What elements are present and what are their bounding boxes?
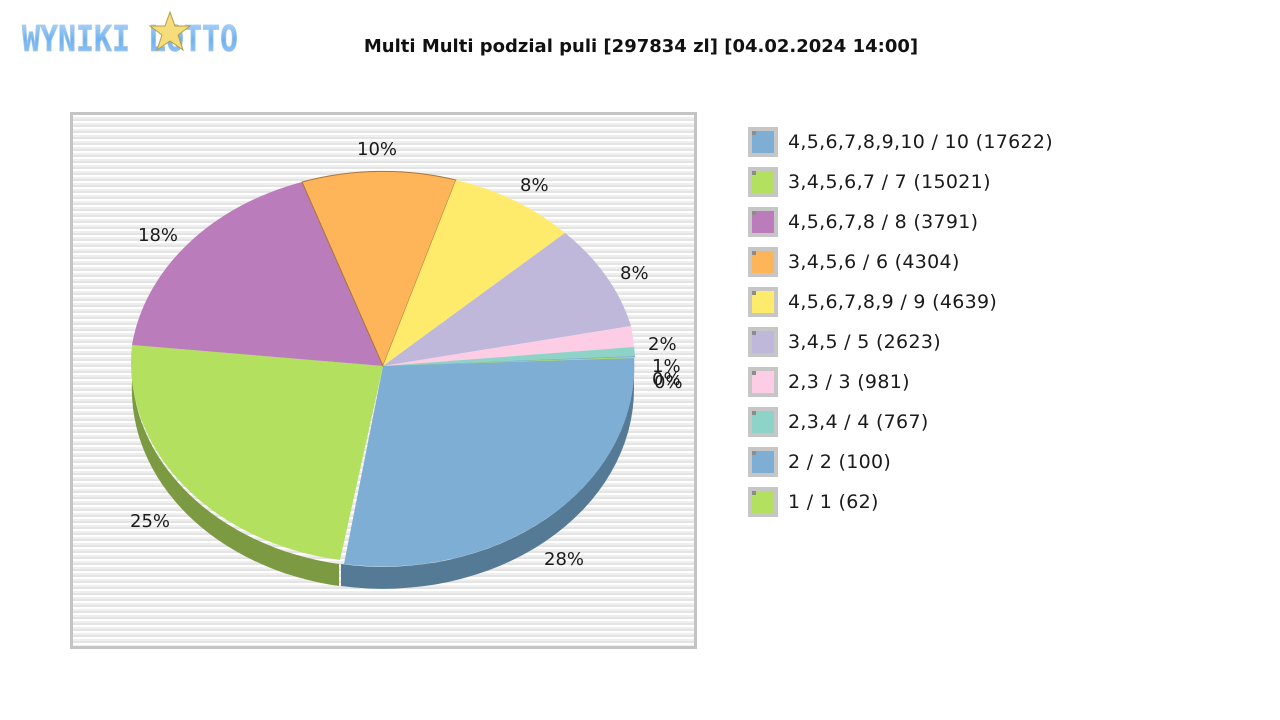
label-28pct: 28% <box>544 549 584 570</box>
legend-label: 1 / 1 (62) <box>788 491 879 513</box>
slice-3-of-3 <box>383 326 634 366</box>
legend-label: 3,4,5 / 5 (2623) <box>788 331 941 353</box>
legend-swatch <box>748 287 778 317</box>
legend-swatch <box>748 247 778 277</box>
pie-slices <box>131 170 636 567</box>
logo-text: WYNIKI LOTTO <box>22 19 238 60</box>
slice-4-of-4 <box>383 347 635 366</box>
legend: 4,5,6,7,8,9,10 / 10 (17622) 3,4,5,6,7 / … <box>748 122 1053 522</box>
legend-label: 4,5,6,7,8 / 8 (3791) <box>788 211 979 233</box>
wyniki-lotto-logo: WYNIKI LOTTO <box>20 10 242 60</box>
slice-8-of-8 <box>132 182 383 366</box>
legend-item: 4,5,6,7,8,9 / 9 (4639) <box>748 282 1053 322</box>
slice-5-of-5 <box>383 233 631 366</box>
legend-swatch <box>748 127 778 157</box>
label-25pct: 25% <box>130 511 170 532</box>
legend-label: 3,4,5,6 / 6 (4304) <box>788 251 960 273</box>
legend-swatch <box>748 367 778 397</box>
label-1pct: 1% <box>652 356 681 377</box>
label-2pct: 2% <box>648 334 677 355</box>
label-8pct-a: 8% <box>520 175 549 196</box>
legend-label: 2,3,4 / 4 (767) <box>788 411 929 433</box>
slice-7-of-7 <box>131 345 383 560</box>
legend-label: 4,5,6,7,8,9,10 / 10 (17622) <box>788 131 1054 153</box>
legend-item: 2,3,4 / 4 (767) <box>748 402 1053 442</box>
label-8pct-b: 8% <box>620 263 649 284</box>
legend-swatch <box>748 407 778 437</box>
legend-swatch <box>748 327 778 357</box>
legend-item: 3,4,5,6 / 6 (4304) <box>748 242 1053 282</box>
legend-item: 2 / 2 (100) <box>748 442 1053 482</box>
legend-swatch <box>748 207 778 237</box>
legend-label: 3,4,5,6,7 / 7 (15021) <box>788 171 991 193</box>
label-0pct-a: 0% <box>652 369 681 390</box>
legend-label: 2 / 2 (100) <box>788 451 892 473</box>
slice-2-of-2 <box>383 356 636 366</box>
legend-swatch <box>748 487 778 517</box>
legend-item: 2,3 / 3 (981) <box>748 362 1053 402</box>
legend-item: 1 / 1 (62) <box>748 482 1053 522</box>
legend-item: 4,5,6,7,8 / 8 (3791) <box>748 202 1053 242</box>
legend-label: 4,5,6,7,8,9 / 9 (4639) <box>788 291 998 313</box>
slice-6-of-6 <box>301 170 457 368</box>
legend-item: 3,4,5 / 5 (2623) <box>748 322 1053 362</box>
legend-item: 3,4,5,6,7 / 7 (15021) <box>748 162 1053 202</box>
plot-area: 28% 25% 18% 10% 8% 8% 2% 1% 0% 0% <box>70 112 697 649</box>
label-18pct: 18% <box>138 225 178 246</box>
pie-percent-labels: 28% 25% 18% 10% 8% 8% 2% 1% 0% 0% <box>130 139 683 570</box>
slice-9-of-9 <box>383 180 565 366</box>
label-0pct-b: 0% <box>654 372 683 393</box>
pie-depth <box>131 360 635 589</box>
label-10pct: 10% <box>357 139 397 160</box>
slice-1-of-1 <box>383 357 636 366</box>
star-icon <box>148 10 192 52</box>
pie-chart: 28% 25% 18% 10% 8% 8% 2% 1% 0% 0% <box>130 139 683 589</box>
slice-10-of-10 <box>344 356 635 567</box>
legend-item: 4,5,6,7,8,9,10 / 10 (17622) <box>748 122 1053 162</box>
legend-label: 2,3 / 3 (981) <box>788 371 910 393</box>
legend-swatch <box>748 167 778 197</box>
legend-swatch <box>748 447 778 477</box>
chart-title: Multi Multi podzial puli [297834 zl] [04… <box>363 36 919 57</box>
